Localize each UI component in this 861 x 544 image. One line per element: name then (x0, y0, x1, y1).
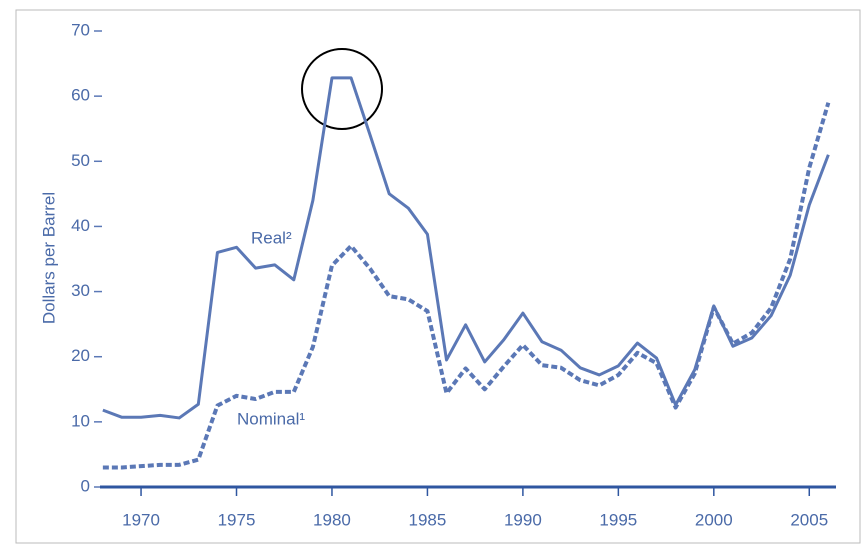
y-tick-label: 10 (71, 411, 90, 430)
x-tick-label: 1990 (504, 510, 542, 529)
y-tick-label: 30 (71, 281, 90, 300)
y-tick-label: 70 (71, 20, 90, 39)
x-tick-label: 1995 (599, 510, 637, 529)
y-axis-label: Dollars per Barrel (39, 192, 58, 324)
x-tick-label: 2000 (695, 510, 733, 529)
y-tick-label: 40 (71, 216, 90, 235)
y-tick-label: 0 (81, 476, 90, 495)
frame (15, 9, 861, 544)
x-tick-label: 1980 (313, 510, 351, 529)
highlight-circle (301, 48, 383, 130)
series-line (102, 76, 830, 420)
y-tick-label: 60 (71, 86, 90, 105)
y-tick-label: 20 (71, 346, 90, 365)
y-tick-label: 50 (71, 151, 90, 170)
series-line (102, 102, 831, 470)
x-tick-label: 1985 (409, 510, 447, 529)
x-tick-label: 1970 (122, 510, 160, 529)
x-tick-label: 1975 (218, 510, 256, 529)
series-label: Nominal¹ (237, 409, 305, 428)
x-tick-label: 2005 (790, 510, 828, 529)
series-label: Real² (251, 228, 292, 247)
